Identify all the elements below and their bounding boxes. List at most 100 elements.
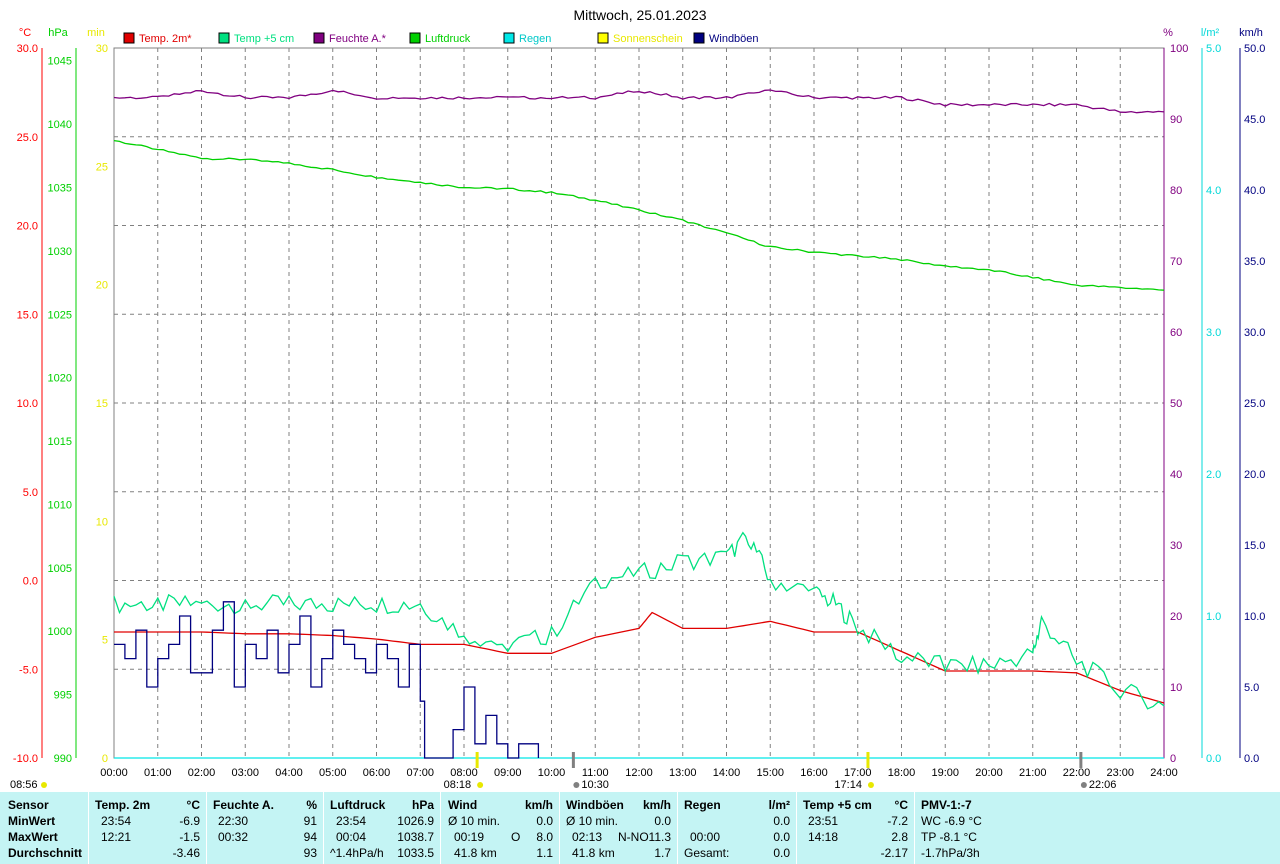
sunrise-icon <box>477 782 484 788</box>
series-line-feuchte-a <box>113 89 1165 114</box>
pressure-min-time: 23:54 <box>336 814 367 828</box>
legend-label: Luftdruck <box>425 33 471 45</box>
series-line-temp-5-cm <box>113 531 1165 710</box>
sun-tick-label: 0 <box>102 753 108 765</box>
axis-ticks: 30.0 25.0 20.0 15.0 10.0 5.0 0.0 -5.0 -10.0 1045 1… <box>13 43 1266 779</box>
time-tick-label: 18:00 <box>888 767 916 779</box>
separator <box>677 792 678 864</box>
rain-tick-label: 1.0 <box>1206 611 1221 623</box>
stats-average-row: Durchschnitt -3.46 93 ^1.4hPa/h 1033.5 4… <box>0 845 1280 861</box>
time-tick-label: 23:00 <box>1106 767 1134 779</box>
rain-max-value: 0.0 <box>773 830 790 844</box>
series-line-luftdruck <box>113 139 1165 291</box>
temp2m-max-time: 12:21 <box>101 830 132 844</box>
time-tick-label: 08:00 <box>450 767 478 779</box>
header-temp2m: Temp. 2m <box>95 798 151 812</box>
time-tick-label: 14:00 <box>713 767 741 779</box>
temp5cm-max-time: 14:18 <box>808 830 839 844</box>
gusts-min-value: 0.0 <box>654 814 671 828</box>
time-tick-label: 13:00 <box>669 767 697 779</box>
legend-label: Feuchte A.* <box>329 33 387 45</box>
temp5cm-max-value: 2.8 <box>891 830 908 844</box>
header-temp5cm-unit: °C <box>894 798 908 812</box>
temp-tick-label: 15.0 <box>17 309 38 321</box>
header-humidity: Feuchte A. <box>213 798 274 812</box>
humidity-tick-label: 100 <box>1170 43 1188 55</box>
legend-label: Regen <box>519 33 551 45</box>
pmv-windchill: WC -6.9 °C <box>921 814 982 828</box>
stats-min-row: MinWert 23:54 -6.9 22:30 91 23:54 1026.9… <box>0 813 1280 829</box>
temp2m-min-time: 23:54 <box>101 814 132 828</box>
legend-label: Sonnenschein <box>613 33 683 45</box>
moon-rise-label: 22:06 <box>1089 779 1117 791</box>
temp-tick-label: 25.0 <box>17 132 38 144</box>
separator <box>206 792 207 864</box>
legend-swatch <box>409 32 421 44</box>
header-rain: Regen <box>684 798 721 812</box>
humidity-tick-label: 80 <box>1170 185 1182 197</box>
temp-tick-label: 0.0 <box>23 576 38 588</box>
wind-tick-label: 10.0 <box>1244 611 1265 623</box>
time-tick-label: 16:00 <box>800 767 828 779</box>
row-label-max: MaxWert <box>8 830 58 844</box>
header-temp5cm: Temp +5 cm <box>803 798 872 812</box>
header-pressure: Luftdruck <box>330 798 386 812</box>
time-tick-label: 15:00 <box>756 767 784 779</box>
pressure-min-value: 1026.9 <box>397 814 434 828</box>
humidity-min-value: 91 <box>303 814 317 828</box>
humidity-min-time: 22:30 <box>218 814 249 828</box>
humidity-max-time: 00:32 <box>218 830 249 844</box>
wind-tick-label: 50.0 <box>1244 43 1265 55</box>
separator <box>440 792 441 864</box>
wind-tick-label: 5.0 <box>1244 682 1259 694</box>
gusts-distance: 41.8 km <box>572 846 615 860</box>
row-label-average: Durchschnitt <box>8 846 83 860</box>
wind-min-value: 0.0 <box>536 814 553 828</box>
legend-swatch <box>597 32 609 44</box>
wind-tick-label: 30.0 <box>1244 327 1265 339</box>
humidity-tick-label: 10 <box>1170 682 1182 694</box>
chart-title: Mittwoch, 25.01.2023 <box>573 7 706 23</box>
stats-panel: Sensor Temp. 2m °C Feuchte A. % Luftdruc… <box>0 792 1280 864</box>
rain-axis-unit: l/m² <box>1201 27 1220 39</box>
time-tick-label: 06:00 <box>363 767 391 779</box>
gusts-average-value: 1.7 <box>654 846 671 860</box>
temp-tick-label: 20.0 <box>17 221 38 233</box>
humidity-tick-label: 60 <box>1170 327 1182 339</box>
header-pmv: PMV-1:-7 <box>921 798 972 812</box>
pressure-tick-label: 1040 <box>48 119 72 131</box>
pressure-max-time: 00:04 <box>336 830 367 844</box>
pressure-tick-label: 1020 <box>48 373 72 385</box>
pressure-tick-label: 1045 <box>48 56 72 68</box>
humidity-tick-label: 30 <box>1170 540 1182 552</box>
humidity-tick-label: 20 <box>1170 611 1182 623</box>
pressure-tick-label: 990 <box>54 753 72 765</box>
pressure-tick-label: 1000 <box>48 626 72 638</box>
pressure-tick-label: 1035 <box>48 182 72 194</box>
rain-total-value: 0.0 <box>773 846 790 860</box>
time-tick-label: 19:00 <box>931 767 959 779</box>
pressure-average-value: 1033.5 <box>397 846 434 860</box>
time-tick-label: 17:00 <box>844 767 872 779</box>
legend-swatch <box>693 32 705 44</box>
pmv-dewpoint: TP -8.1 °C <box>921 830 977 844</box>
wind-average-value: 1.1 <box>536 846 553 860</box>
rain-tick-label: 2.0 <box>1206 469 1221 481</box>
rain-tick-label: 3.0 <box>1206 327 1221 339</box>
series <box>113 89 1165 759</box>
moon-rise-icon <box>1080 782 1087 788</box>
sun-tick-label: 15 <box>96 398 108 410</box>
humidity-average-value: 93 <box>303 846 317 860</box>
pressure-axis-unit: hPa <box>48 27 68 39</box>
time-tick-label: 00:00 <box>100 767 128 779</box>
header-pressure-unit: hPa <box>411 798 434 812</box>
wind-axis-unit: km/h <box>1239 27 1263 39</box>
wind-tick-label: 25.0 <box>1244 398 1265 410</box>
stats-header-row: Sensor Temp. 2m °C Feuchte A. % Luftdruc… <box>0 797 1280 813</box>
separator <box>559 792 560 864</box>
time-tick-label: 21:00 <box>1019 767 1047 779</box>
wind-tick-label: 35.0 <box>1244 256 1265 268</box>
row-label-min: MinWert <box>8 814 56 828</box>
separator <box>796 792 797 864</box>
temp-tick-label: -5.0 <box>19 664 38 676</box>
